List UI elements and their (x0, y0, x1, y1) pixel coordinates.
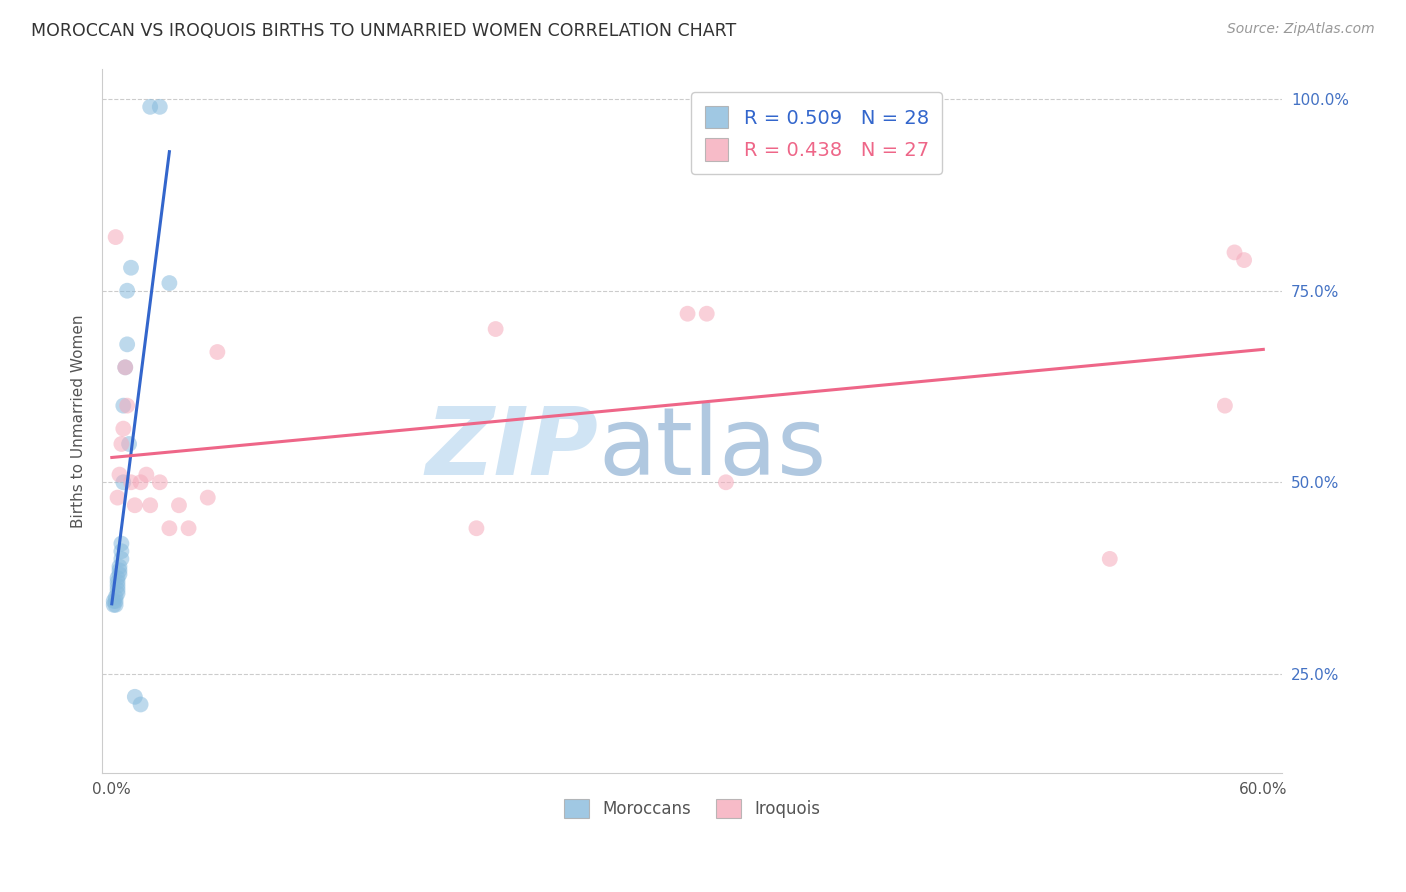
Point (157, 276, 180, 290)
Point (110, 544, 132, 558)
Point (177, 521, 200, 535)
Point (124, 498, 146, 512)
Point (107, 579, 129, 593)
Point (112, 475, 135, 490)
Point (1233, 253, 1256, 268)
Point (107, 574, 129, 589)
Point (104, 230, 127, 244)
Point (107, 571, 129, 585)
Point (114, 360, 136, 375)
Point (139, 498, 162, 512)
Point (108, 567, 131, 582)
Point (696, 307, 718, 321)
Legend: Moroccans, Iroquois: Moroccans, Iroquois (557, 792, 827, 825)
Point (110, 536, 132, 550)
Point (103, 594, 125, 608)
Point (108, 563, 131, 577)
Point (115, 399, 138, 413)
Point (104, 594, 127, 608)
Point (107, 582, 129, 597)
Point (112, 422, 135, 436)
Point (714, 475, 737, 490)
Text: ZIP: ZIP (425, 403, 598, 495)
Point (107, 491, 129, 505)
Text: Source: ZipAtlas.com: Source: ZipAtlas.com (1227, 22, 1375, 37)
Point (124, 690, 146, 704)
Point (139, 100, 162, 114)
Point (1213, 399, 1236, 413)
Point (207, 345, 229, 359)
Point (110, 552, 132, 566)
Y-axis label: Births to Unmarried Women: Births to Unmarried Women (72, 314, 86, 528)
Text: atlas: atlas (598, 403, 827, 495)
Point (1223, 245, 1246, 260)
Point (104, 591, 127, 605)
Point (129, 475, 152, 490)
Point (112, 399, 135, 413)
Point (103, 598, 125, 612)
Point (485, 322, 508, 336)
Text: MOROCCAN VS IROQUOIS BIRTHS TO UNMARRIED WOMEN CORRELATION CHART: MOROCCAN VS IROQUOIS BIRTHS TO UNMARRIED… (31, 22, 737, 40)
Point (118, 437, 141, 451)
Point (167, 498, 190, 512)
Point (149, 475, 172, 490)
Point (107, 586, 129, 600)
Point (676, 307, 699, 321)
Point (114, 360, 136, 375)
Point (115, 337, 138, 351)
Point (157, 521, 180, 535)
Point (129, 698, 152, 712)
Point (197, 491, 219, 505)
Point (115, 284, 138, 298)
Point (149, 100, 172, 114)
Point (104, 598, 127, 612)
Point (1098, 552, 1121, 566)
Point (465, 521, 488, 535)
Point (135, 467, 157, 482)
Point (120, 475, 142, 490)
Point (108, 559, 131, 574)
Point (108, 467, 131, 482)
Point (120, 260, 142, 275)
Point (110, 437, 132, 451)
